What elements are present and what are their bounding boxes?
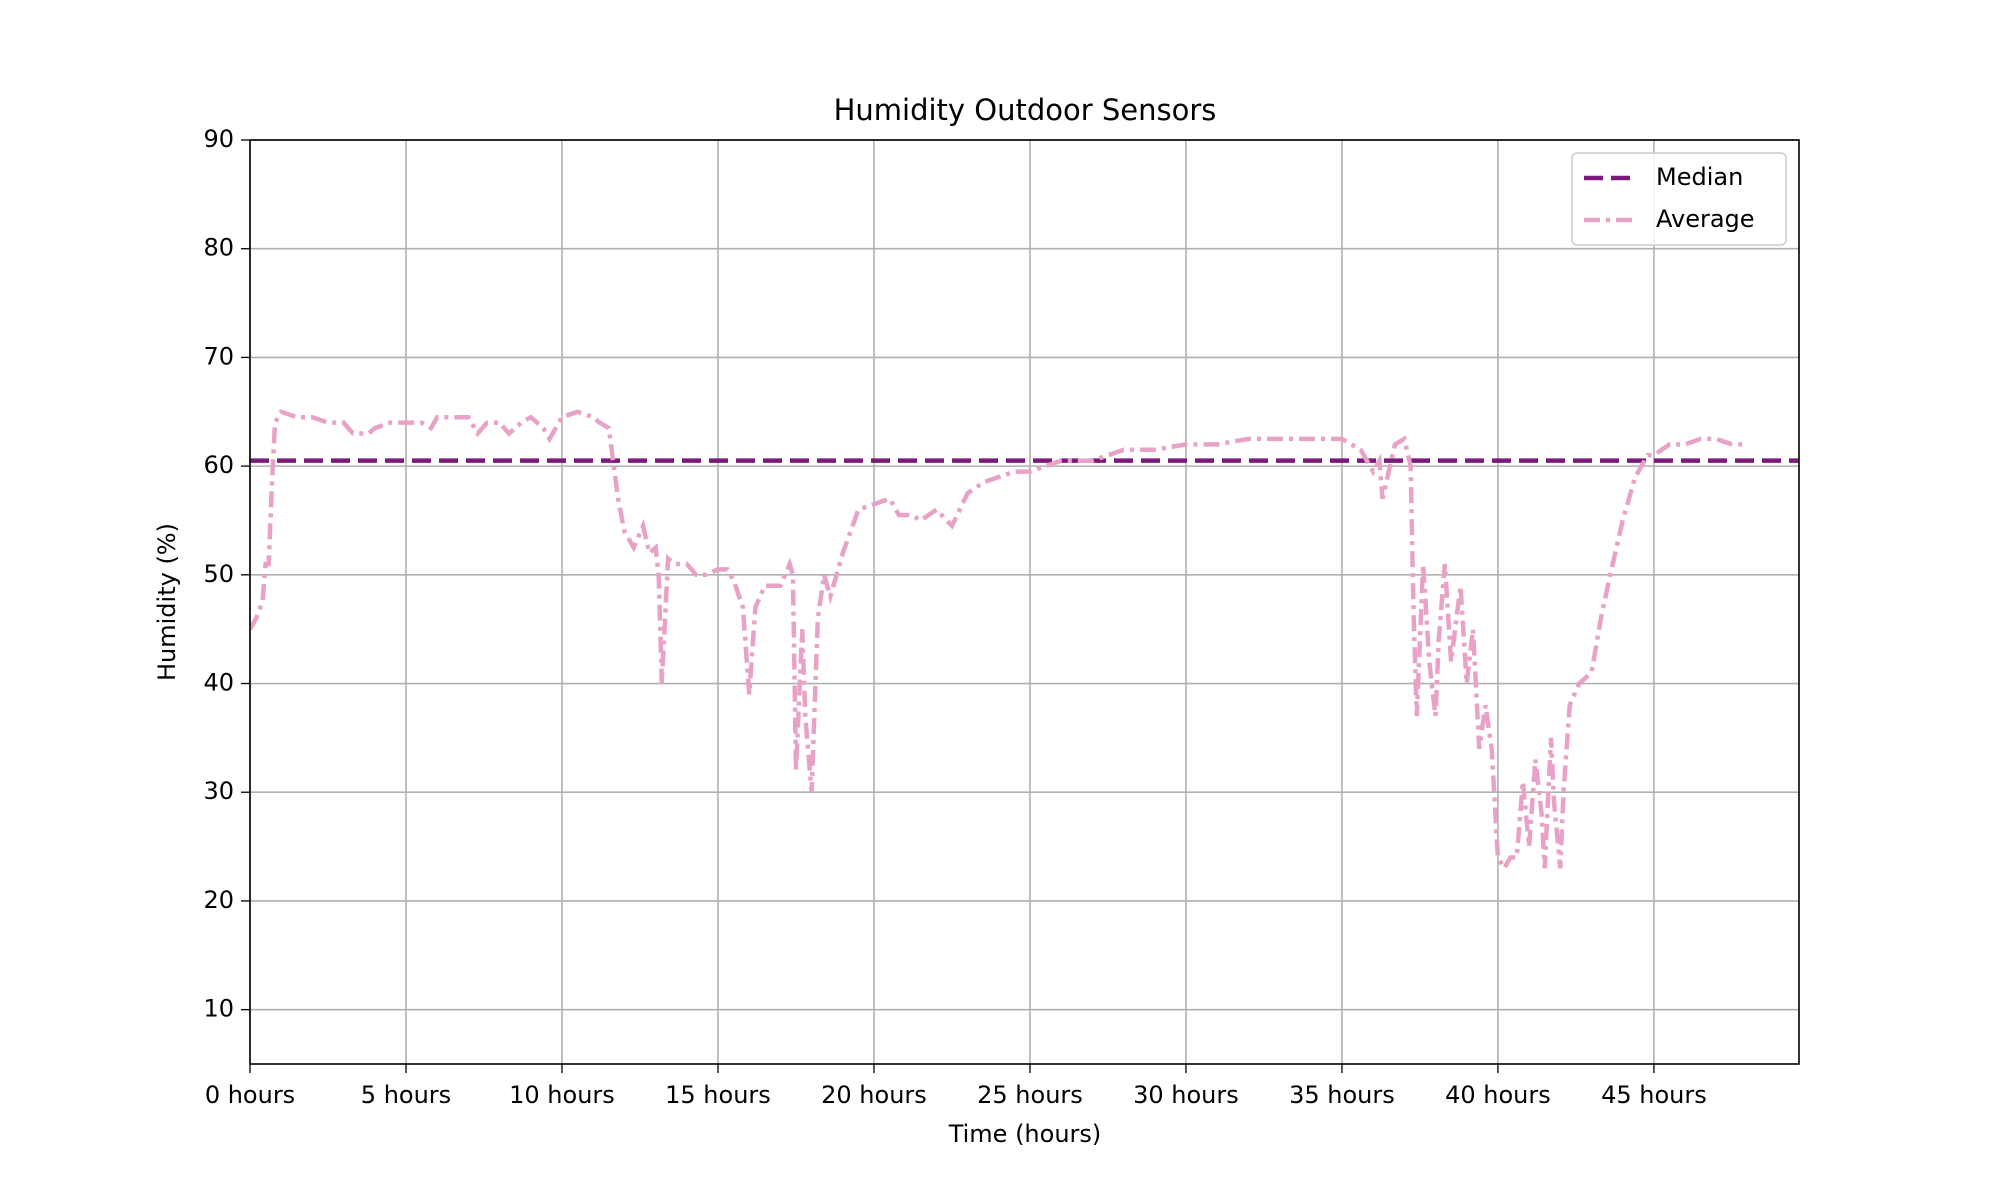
x-tick-label: 10 hours bbox=[509, 1081, 615, 1109]
y-tick-label: 50 bbox=[203, 560, 234, 588]
chart-title: Humidity Outdoor Sensors bbox=[834, 93, 1217, 127]
plot-frame bbox=[249, 139, 1800, 1065]
y-tick-label: 30 bbox=[203, 777, 234, 805]
y-tick-label: 20 bbox=[203, 886, 234, 914]
x-tick-label: 20 hours bbox=[821, 1081, 927, 1109]
x-tick-label: 15 hours bbox=[665, 1081, 771, 1109]
y-tick-label: 70 bbox=[203, 342, 234, 370]
y-axis-label: Humidity (%) bbox=[153, 523, 181, 681]
y-tick-label: 10 bbox=[203, 995, 234, 1023]
y-tick-label: 40 bbox=[203, 669, 234, 697]
x-tick-label: 30 hours bbox=[1133, 1081, 1239, 1109]
y-tick-label: 80 bbox=[203, 234, 234, 262]
y-tick-label: 60 bbox=[203, 451, 234, 479]
x-tick-label: 5 hours bbox=[361, 1081, 451, 1109]
x-tick-label: 25 hours bbox=[977, 1081, 1083, 1109]
x-tick-label: 45 hours bbox=[1601, 1081, 1707, 1109]
legend-label: Average bbox=[1656, 205, 1755, 233]
x-tick-label: 0 hours bbox=[205, 1081, 295, 1109]
x-axis-label: Time (hours) bbox=[948, 1120, 1102, 1148]
y-tick-label: 90 bbox=[203, 125, 234, 153]
x-tick-label: 40 hours bbox=[1445, 1081, 1551, 1109]
x-tick-label: 35 hours bbox=[1289, 1081, 1395, 1109]
legend-label: Median bbox=[1656, 163, 1743, 191]
average-line bbox=[250, 409, 1748, 873]
